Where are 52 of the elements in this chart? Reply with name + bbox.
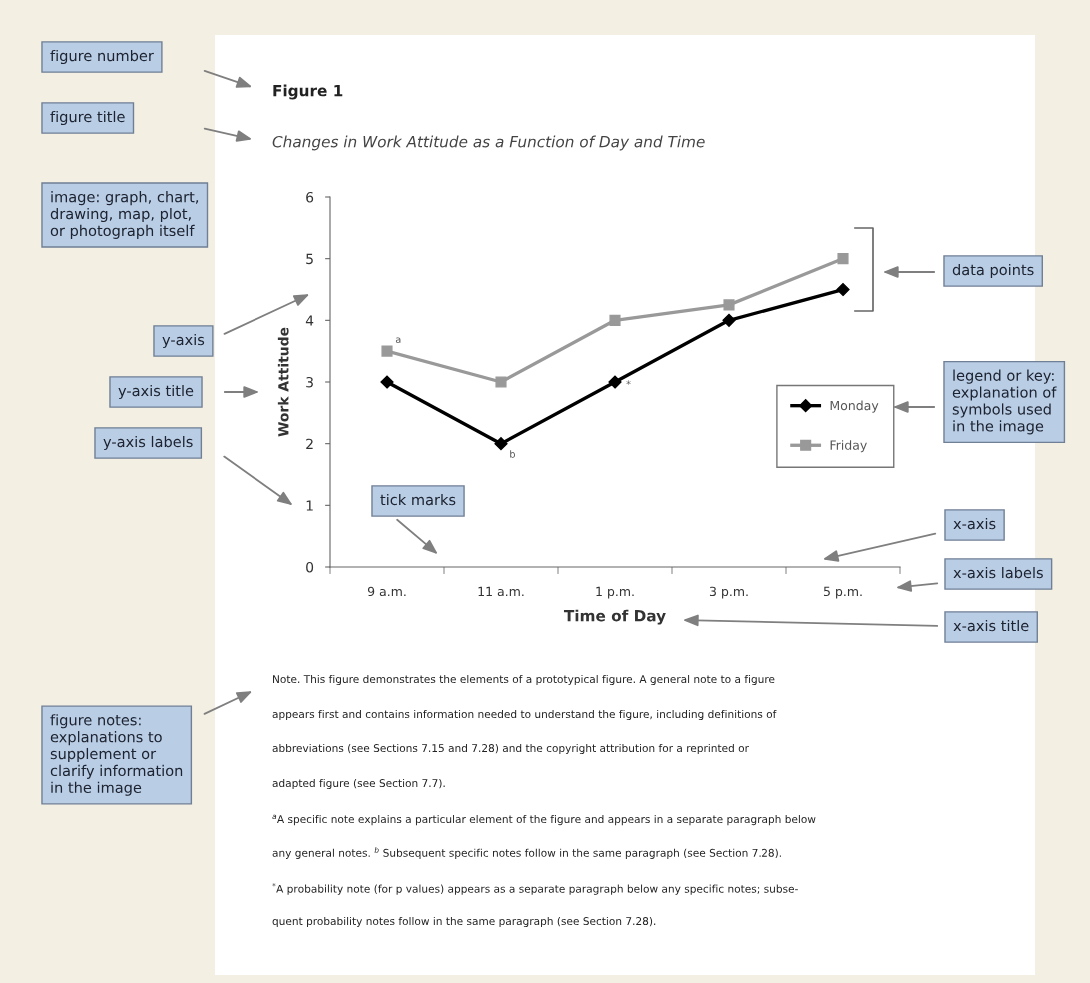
y-tick-label: 0 xyxy=(306,561,314,573)
text: figure title xyxy=(50,110,125,126)
annotation: b xyxy=(510,450,515,458)
point xyxy=(837,253,849,265)
text: image: graph, chart, drawing, map, plot, or photograph itself xyxy=(50,191,199,239)
annotation: a xyxy=(395,337,401,343)
x-tick-label: 11 a.m. xyxy=(478,586,524,597)
y-tick-label: 6 xyxy=(306,191,314,203)
point xyxy=(380,375,394,389)
legend-label: Friday xyxy=(830,440,867,453)
text: legend or key: explanation of symbols used in the image xyxy=(952,369,1057,435)
text: quent probability notes follow in the same paragraph (see Section 7.28). xyxy=(272,916,656,928)
text: y-axis title xyxy=(118,384,194,400)
text: $^{a}$A specific note explains a particular element of the figure and appears in a separate paragraph below xyxy=(272,814,816,826)
x-tick-label: 9 a.m. xyxy=(367,586,406,597)
text: $^{*}$A probability note (for p values) appears as a separate paragraph below any specific notes; subse- xyxy=(272,883,798,895)
x-tick-label: 5 p.m. xyxy=(823,586,862,599)
text: y-axis labels xyxy=(103,435,193,451)
text: any general notes. $^{b}$ Subsequent specific notes follow in the same paragraph (see Section 7.28). xyxy=(272,847,781,859)
point xyxy=(836,282,850,297)
y-tick-label: 4 xyxy=(305,315,314,326)
point xyxy=(722,313,736,327)
text: y-axis xyxy=(162,333,205,349)
text: data points xyxy=(952,263,1034,279)
annotation: tick marks xyxy=(380,493,456,506)
point xyxy=(608,375,622,389)
point xyxy=(495,376,507,388)
point xyxy=(723,299,735,311)
legend-label: Monday xyxy=(830,400,879,413)
text: figure notes: explanations to supplement or clarify information in the image xyxy=(50,714,183,796)
point xyxy=(609,314,621,326)
text: abbreviations (see Sections 7.15 and 7.28) and the copyright attribution for a reprinted or xyxy=(272,743,749,755)
text: adapted figure (see Section 7.7). xyxy=(272,778,445,790)
text: x-axis title xyxy=(953,619,1029,632)
x-axis-title: Time of Day xyxy=(563,609,666,625)
text: Note. This figure demonstrates the elements of a prototypical figure. A general note to a figure xyxy=(273,674,775,686)
y-tick-label: 1 xyxy=(306,500,313,511)
point xyxy=(494,437,508,451)
text: figure number xyxy=(50,49,154,65)
text: x-axis labels xyxy=(953,566,1043,579)
x-tick-label: 1 p.m. xyxy=(596,586,634,599)
text: appears first and contains information needed to understand the figure, including definitions of xyxy=(272,709,777,721)
point xyxy=(381,345,393,357)
y-tick-label: 2 xyxy=(306,438,313,449)
y-tick-label: 5 xyxy=(306,253,313,265)
y-axis-title: Work Attitude xyxy=(277,327,289,437)
chart-title: Figure 1 xyxy=(273,84,343,100)
text: x-axis xyxy=(953,517,996,530)
x-tick-label: 3 p.m. xyxy=(709,586,748,599)
chart-subtitle: Changes in Work Attitude as a Function of Day and Time xyxy=(272,135,705,151)
annotation: * xyxy=(626,380,631,385)
y-tick-label: 3 xyxy=(306,376,313,388)
